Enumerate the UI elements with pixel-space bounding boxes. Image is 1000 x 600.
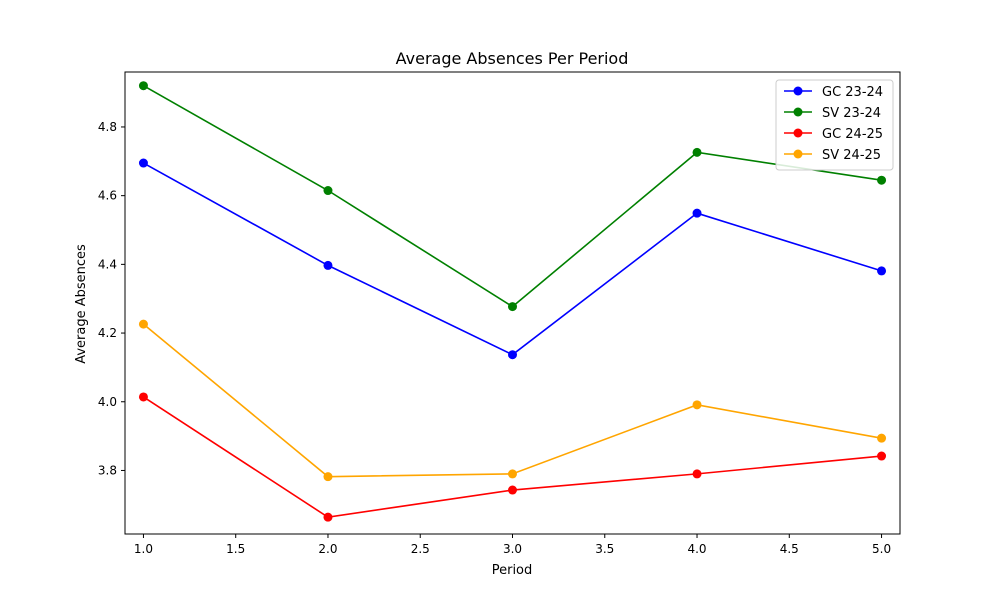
data-point-gc-23-24 — [138, 158, 148, 168]
legend: GC 23-24 SV 23-24 GC 24-25 SV 24-25 — [775, 79, 894, 171]
y-tick-label: 4.0 — [98, 395, 117, 409]
data-point-gc-23-24 — [692, 208, 702, 218]
data-point-sv-23-24 — [692, 147, 702, 157]
x-axis-label: Period — [492, 563, 533, 578]
series-line-gc-23-24 — [143, 162, 882, 356]
data-point-sv-23-24 — [508, 302, 517, 312]
legend-label-sv-23-24: SV 23-24 — [822, 106, 881, 121]
x-tick-label: 2.0 — [318, 542, 337, 556]
legend-marker-gc-23-24 — [793, 86, 803, 96]
y-tick-label: 4.2 — [98, 326, 117, 340]
y-axis: 3.8 4.0 4.2 4.4 4.6 4.8 — [98, 120, 125, 477]
y-tick-label: 4.8 — [98, 120, 117, 134]
data-point-sv-23-24 — [138, 81, 148, 91]
data-point-sv-24-25 — [877, 433, 887, 443]
legend-label-gc-24-25: GC 24-25 — [822, 127, 883, 142]
legend-marker-gc-24-25 — [793, 128, 803, 138]
y-tick-label: 3.8 — [98, 463, 117, 477]
x-tick-label: 1.0 — [134, 542, 153, 556]
x-tick-label: 4.5 — [780, 542, 799, 556]
x-axis: 1.0 1.5 2.0 2.5 3.0 3.5 4.0 4.5 5.0 — [134, 534, 891, 556]
chart-title: Average Absences Per Period — [396, 49, 629, 68]
data-point-sv-24-25 — [138, 319, 148, 329]
data-point-sv-23-24 — [877, 175, 887, 185]
y-tick-label: 4.4 — [98, 257, 117, 271]
data-point-sv-23-24 — [323, 186, 333, 196]
data-point-gc-24-25 — [138, 392, 148, 402]
data-point-gc-24-25 — [508, 485, 517, 495]
data-point-sv-24-25 — [692, 400, 702, 410]
data-point-gc-23-24 — [508, 350, 517, 360]
data-point-gc-23-24 — [877, 266, 887, 276]
data-point-sv-24-25 — [323, 472, 333, 482]
data-point-sv-24-25 — [508, 469, 517, 479]
data-point-gc-24-25 — [323, 512, 333, 522]
data-point-gc-24-25 — [877, 451, 887, 461]
y-axis-label: Average Absences — [74, 244, 89, 364]
y-tick-label: 4.6 — [98, 189, 117, 203]
series-line-sv-24-25 — [142, 323, 882, 478]
x-tick-label: 2.5 — [411, 542, 430, 556]
data-point-gc-23-24 — [323, 260, 333, 270]
series-line-sv-23-24 — [143, 85, 882, 308]
legend-box — [775, 79, 894, 171]
x-tick-label: 4.0 — [687, 542, 706, 556]
x-tick-label: 3.0 — [503, 542, 522, 556]
x-tick-label: 3.5 — [595, 542, 614, 556]
legend-marker-sv-24-25 — [793, 149, 803, 159]
legend-marker-sv-23-24 — [793, 107, 803, 117]
data-point-gc-24-25 — [692, 469, 702, 479]
x-tick-label: 1.5 — [226, 542, 245, 556]
legend-label-gc-23-24: GC 23-24 — [822, 85, 883, 100]
legend-label-sv-24-25: SV 24-25 — [822, 148, 881, 163]
series-layer — [138, 81, 887, 522]
x-tick-label: 5.0 — [872, 542, 891, 556]
